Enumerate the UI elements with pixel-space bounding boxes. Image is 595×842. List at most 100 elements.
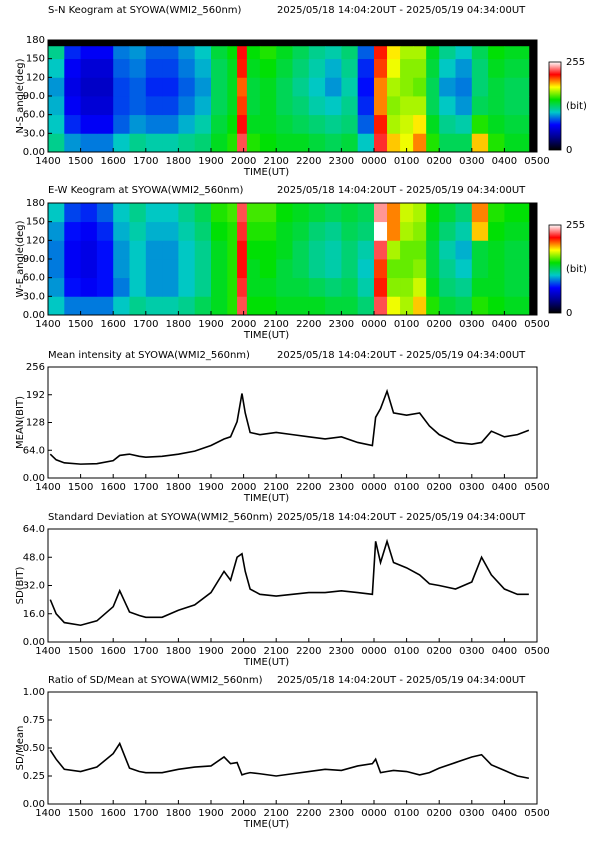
heatmap-cell (504, 221, 522, 241)
heatmap-cell (341, 259, 359, 279)
x-tick-label: 2300 (329, 808, 354, 819)
heatmap-cell (520, 221, 530, 241)
heatmap-cell (292, 277, 310, 297)
heatmap-cell (387, 221, 401, 241)
heatmap-cell (308, 77, 326, 97)
heatmap-cell (426, 277, 440, 297)
chart-title: E-W Keogram at SYOWA(WMI2_560nm) (48, 185, 244, 196)
heatmap-cell (276, 240, 293, 260)
heatmap-cell (341, 133, 359, 153)
heatmap-cell (211, 46, 228, 60)
y-axis-label: SD(BIT) (15, 567, 26, 605)
heatmap-cell (276, 296, 293, 316)
heatmap-cell (292, 203, 310, 223)
heatmap-cell (227, 240, 238, 260)
heatmap-cell (194, 96, 212, 116)
heatmap-cell (488, 96, 505, 116)
heatmap-cell (48, 240, 65, 260)
heatmap-cell (227, 259, 238, 279)
y-tick-label: 90.0 (23, 91, 45, 102)
heatmap-cell (96, 58, 114, 78)
heatmap-cell (471, 203, 489, 223)
x-tick-label: 0200 (426, 646, 451, 657)
x-tick-label: 1700 (133, 808, 158, 819)
heatmap-cell (426, 114, 440, 134)
heatmap-cell (357, 46, 375, 60)
heatmap-cell (341, 77, 359, 97)
heatmap-cell (325, 240, 342, 260)
x-tick-label: 1700 (133, 482, 158, 493)
heatmap-cell (325, 277, 342, 297)
heatmap-cell (227, 221, 238, 241)
heatmap-cell (80, 296, 98, 316)
heatmap-cell (292, 296, 310, 316)
heatmap-cell (64, 46, 81, 60)
heatmap-cell (246, 133, 261, 153)
heatmap-cell (80, 133, 98, 153)
x-tick-label: 1500 (68, 646, 93, 657)
heatmap-cell (227, 46, 238, 60)
heatmap-cell (246, 77, 261, 97)
heatmap-cell (439, 203, 456, 223)
colorbar-tick-label: 255 (566, 220, 585, 231)
heatmap-cell (145, 114, 163, 134)
heatmap-cell (292, 259, 310, 279)
x-tick-label: 2300 (329, 482, 354, 493)
heatmap-cell (129, 58, 147, 78)
chart-subtitle: 2025/05/18 14:04:20UT - 2025/05/19 04:34… (277, 185, 526, 196)
x-tick-label: 1700 (133, 156, 158, 167)
heatmap-cell (325, 203, 342, 223)
heatmap-cell (504, 133, 522, 153)
heatmap-cell (520, 277, 530, 297)
heatmap-cell (455, 77, 473, 97)
heatmap-cell (357, 277, 375, 297)
heatmap-cell (455, 96, 473, 116)
heatmap-cell (455, 58, 473, 78)
x-tick-label: 0000 (361, 156, 386, 167)
x-tick-label: 0300 (459, 646, 484, 657)
data-line (49, 388, 530, 465)
heatmap-cell (246, 296, 261, 316)
heatmap-cell (113, 96, 130, 116)
heatmap-cell (374, 240, 388, 260)
chart-subtitle: 2025/05/18 14:04:20UT - 2025/05/19 04:34… (277, 512, 526, 523)
heatmap-cell (237, 133, 248, 153)
heatmap-cell (488, 133, 505, 153)
x-tick-label: 2000 (231, 646, 256, 657)
heatmap-cell (455, 277, 473, 297)
heatmap-cell (96, 259, 114, 279)
heatmap-cell (520, 259, 530, 279)
heatmap-cell (48, 277, 65, 297)
y-tick-label: 0.25 (23, 771, 45, 782)
heatmap-cell (259, 77, 277, 97)
heatmap-cell (145, 221, 163, 241)
x-tick-label: 1800 (166, 482, 191, 493)
heatmap-cell (413, 46, 427, 60)
x-tick-label: 1700 (133, 319, 158, 330)
heatmap-cell (178, 296, 196, 316)
x-tick-label: 2000 (231, 808, 256, 819)
heatmap-cell (113, 221, 130, 241)
heatmap-cell (374, 46, 388, 60)
heatmap-cell (455, 240, 473, 260)
x-tick-label: 1800 (166, 808, 191, 819)
heatmap-cell (80, 259, 98, 279)
heatmap-cell (308, 296, 326, 316)
heatmap-cell (488, 221, 505, 241)
heatmap-cell (504, 259, 522, 279)
y-tick-label: 150 (26, 54, 45, 65)
heatmap-cell (178, 46, 196, 60)
x-axis-label: TIME(UT) (243, 167, 289, 178)
heatmap-cell (129, 46, 147, 60)
heatmap-cell (194, 133, 212, 153)
heatmap-cell (145, 240, 163, 260)
heatmap-cell (439, 277, 456, 297)
chart-title: Standard Deviation at SYOWA(WMI2_560nm) (48, 512, 273, 523)
x-tick-label: 2200 (296, 646, 321, 657)
heatmap-cell (292, 221, 310, 241)
heatmap-cell (178, 58, 196, 78)
x-tick-label: 1500 (68, 156, 93, 167)
heatmap-cell (308, 259, 326, 279)
y-tick-label: 150 (26, 217, 45, 228)
heatmap-cell (259, 46, 277, 60)
